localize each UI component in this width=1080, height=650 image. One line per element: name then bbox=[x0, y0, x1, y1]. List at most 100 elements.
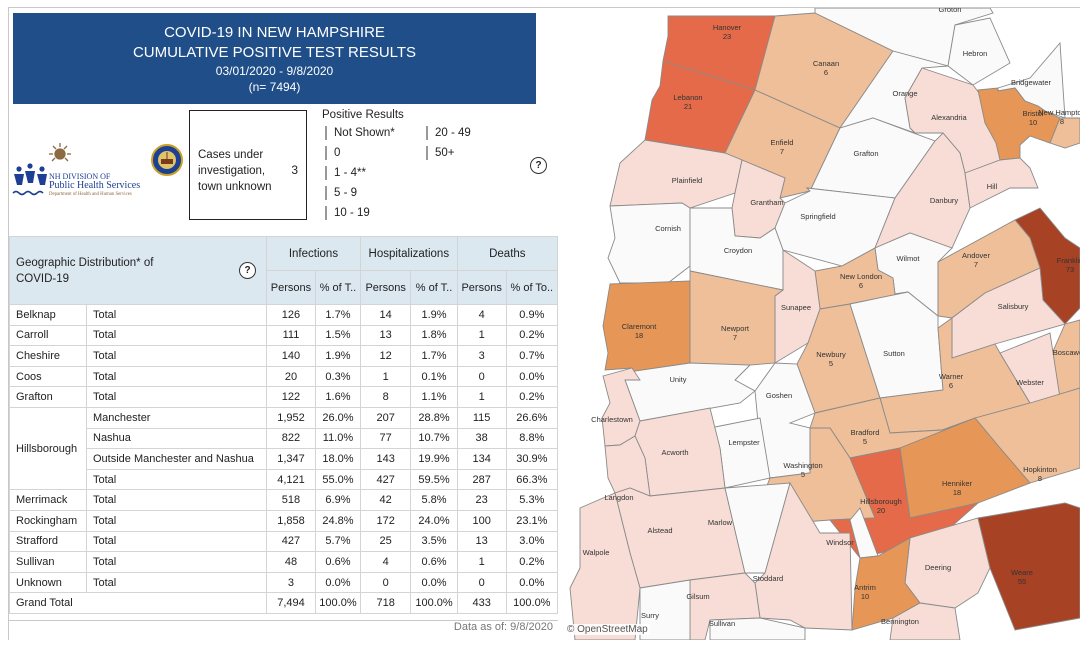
table-row[interactable]: Outside Manchester and Nashua 1,347 18.0% 1… bbox=[10, 448, 559, 470]
legend-label: 20 - 49 bbox=[435, 127, 471, 139]
town-label: Webster bbox=[1016, 378, 1044, 387]
legend-item-20-49[interactable]: 20 - 49 bbox=[426, 126, 471, 140]
town-count: 7 bbox=[780, 147, 784, 156]
town-label: Alstead bbox=[647, 526, 672, 535]
sun-icon bbox=[49, 143, 71, 162]
table-row[interactable]: Rockingham Total 1,858 24.8% 172 24.0% 100 23.1… bbox=[9, 509, 559, 532]
region-cell: Nashua bbox=[86, 427, 267, 450]
subheader-hosp-persons[interactable]: Persons bbox=[359, 270, 412, 305]
town-shape[interactable] bbox=[977, 502, 1080, 631]
town-shape[interactable] bbox=[639, 579, 691, 640]
openstreetmap-attribution[interactable]: © OpenStreetMap bbox=[565, 624, 650, 635]
region-cell: Total bbox=[86, 489, 267, 511]
table-row[interactable]: Nashua 822 11.0% 77 10.7% 38 8.8% bbox=[10, 427, 559, 450]
value-cell: 1.9% bbox=[410, 304, 458, 326]
value-cell: 0 bbox=[456, 571, 507, 594]
subheader-hosp-pct[interactable]: % of T.. bbox=[410, 270, 458, 305]
legend-item-zero[interactable]: 0 bbox=[325, 146, 340, 160]
town-cornish[interactable] bbox=[607, 202, 691, 284]
table-row[interactable]: Cheshire Total 140 1.9% 12 1.7% 3 0.7% bbox=[9, 345, 559, 367]
town-weare[interactable] bbox=[977, 502, 1080, 631]
legend-label: 10 - 19 bbox=[334, 207, 370, 219]
town-label: Marlow bbox=[708, 518, 733, 527]
value-cell: 0 bbox=[456, 365, 507, 388]
subheader-infections-pct[interactable]: % of T.. bbox=[314, 270, 361, 305]
table-row[interactable]: Grafton Total 122 1.6% 8 1.1% 1 0.2% bbox=[9, 386, 559, 408]
county-cell: Coos bbox=[9, 365, 87, 388]
legend-item-not-shown[interactable]: Not Shown* bbox=[325, 126, 395, 140]
town-count: 18 bbox=[635, 331, 643, 340]
town-count: 6 bbox=[949, 381, 953, 390]
town-charlestown[interactable] bbox=[601, 367, 641, 447]
table-row[interactable]: Unknown Total 3 0.0% 0 0.0% 0 0.0% bbox=[9, 571, 559, 594]
table-row[interactable]: Carroll Total 111 1.5% 13 1.8% 1 0.2% bbox=[9, 324, 559, 347]
header-deaths[interactable]: Deaths bbox=[456, 236, 559, 271]
region-cell: Total bbox=[86, 551, 267, 573]
subheader-deaths-pct[interactable]: % of To.. bbox=[505, 270, 559, 305]
legend-item-10-19[interactable]: 10 - 19 bbox=[325, 206, 370, 220]
table-row[interactable]: Belknap Total 126 1.7% 14 1.9% 4 0.9% bbox=[9, 304, 559, 326]
table-row[interactable]: Coos Total 20 0.3% 1 0.1% 0 0.0% bbox=[9, 365, 559, 388]
town-shape[interactable] bbox=[601, 367, 641, 447]
value-cell: 172 bbox=[359, 509, 412, 532]
legend-swatch bbox=[426, 126, 428, 140]
town-shape[interactable] bbox=[964, 157, 1039, 209]
town-choropleth-map[interactable]: Hanover 23 Lebanon 21 Canaan 6 Enfield 7 Groton H… bbox=[560, 8, 1080, 640]
region-cell: Total bbox=[86, 365, 267, 388]
header-hospitalizations[interactable]: Hospitalizations bbox=[359, 236, 458, 271]
value-cell: 100 bbox=[456, 509, 507, 532]
town-label: Hebron bbox=[963, 49, 988, 58]
town-label: Hanover bbox=[713, 23, 742, 32]
value-cell: 518 bbox=[266, 489, 316, 511]
table-row[interactable]: Sullivan Total 48 0.6% 4 0.6% 1 0.2% bbox=[9, 551, 559, 573]
logo-line-3: Department of Health and Human Services bbox=[49, 192, 132, 197]
table-help-icon[interactable]: ? bbox=[239, 262, 256, 279]
title-line-2: CUMULATIVE POSITIVE TEST RESULTS bbox=[132, 44, 417, 61]
table-row[interactable]: Total 4,121 55.0% 427 59.5% 287 66.3% bbox=[10, 468, 559, 491]
town-label: Croydon bbox=[724, 246, 752, 255]
value-cell: 287 bbox=[456, 468, 507, 491]
legend-help-icon[interactable]: ? bbox=[530, 157, 547, 174]
town-new-hampton[interactable] bbox=[1049, 117, 1080, 149]
grand-total-row[interactable]: Grand Total 7,494 100.0% 718 100.0% 433 100.0% bbox=[9, 592, 559, 614]
town-shape[interactable] bbox=[947, 17, 1011, 86]
map-canvas[interactable]: Hanover23Lebanon21Canaan6Enfield7GrotonH… bbox=[560, 8, 1080, 640]
town-label: Lebanon bbox=[673, 93, 702, 102]
table-row[interactable]: Merrimack Total 518 6.9% 42 5.8% 23 5.3% bbox=[9, 489, 559, 511]
town-walpole[interactable] bbox=[569, 492, 641, 640]
town-shape[interactable] bbox=[709, 617, 806, 640]
legend-item-50-plus[interactable]: 50+ bbox=[426, 146, 455, 160]
legend-item-5-9[interactable]: 5 - 9 bbox=[325, 186, 357, 200]
title-banner: COVID-19 IN NEW HAMPSHIRE CUMULATIVE POS… bbox=[13, 13, 536, 104]
subheader-infections-persons[interactable]: Persons bbox=[266, 270, 316, 305]
county-cell: Rockingham bbox=[9, 509, 87, 532]
value-cell: 19.9% bbox=[410, 448, 458, 470]
value-cell: 13 bbox=[456, 530, 507, 553]
value-cell: 1,347 bbox=[266, 448, 316, 470]
town-hill[interactable] bbox=[964, 157, 1039, 209]
value-cell: 0.2% bbox=[505, 324, 559, 347]
town-label: Weare bbox=[1011, 568, 1033, 577]
town-sullivan[interactable] bbox=[709, 617, 806, 640]
table-title: Geographic Distribution* of COVID-19 bbox=[16, 256, 154, 285]
legend-label: Not Shown* bbox=[334, 127, 395, 139]
value-cell: 26.6% bbox=[505, 406, 559, 429]
town-shape[interactable] bbox=[607, 202, 691, 284]
town-label: Warner bbox=[939, 372, 964, 381]
header-infections[interactable]: Infections bbox=[266, 236, 361, 271]
value-cell: 5.8% bbox=[410, 489, 458, 511]
town-hebron[interactable] bbox=[947, 17, 1011, 86]
town-surry[interactable] bbox=[639, 579, 691, 640]
legend-swatch bbox=[325, 126, 327, 140]
nh-dphs-logo: NH DIVISION OF Public Health Services De… bbox=[11, 143, 186, 203]
town-bennington[interactable] bbox=[889, 602, 961, 640]
town-shape[interactable] bbox=[1049, 117, 1080, 149]
town-shape[interactable] bbox=[569, 492, 641, 640]
town-shape[interactable] bbox=[889, 602, 961, 640]
subheader-deaths-persons[interactable]: Persons bbox=[456, 270, 507, 305]
legend-item-1-4[interactable]: 1 - 4** bbox=[325, 166, 366, 180]
table-row[interactable]: Strafford Total 427 5.7% 25 3.5% 13 3.0% bbox=[9, 530, 559, 553]
town-label: Sullivan bbox=[709, 619, 735, 628]
value-cell: 207 bbox=[359, 406, 412, 429]
table-row[interactable]: Hillsborough Manchester 1,952 26.0% 207 28.8%… bbox=[9, 406, 559, 491]
